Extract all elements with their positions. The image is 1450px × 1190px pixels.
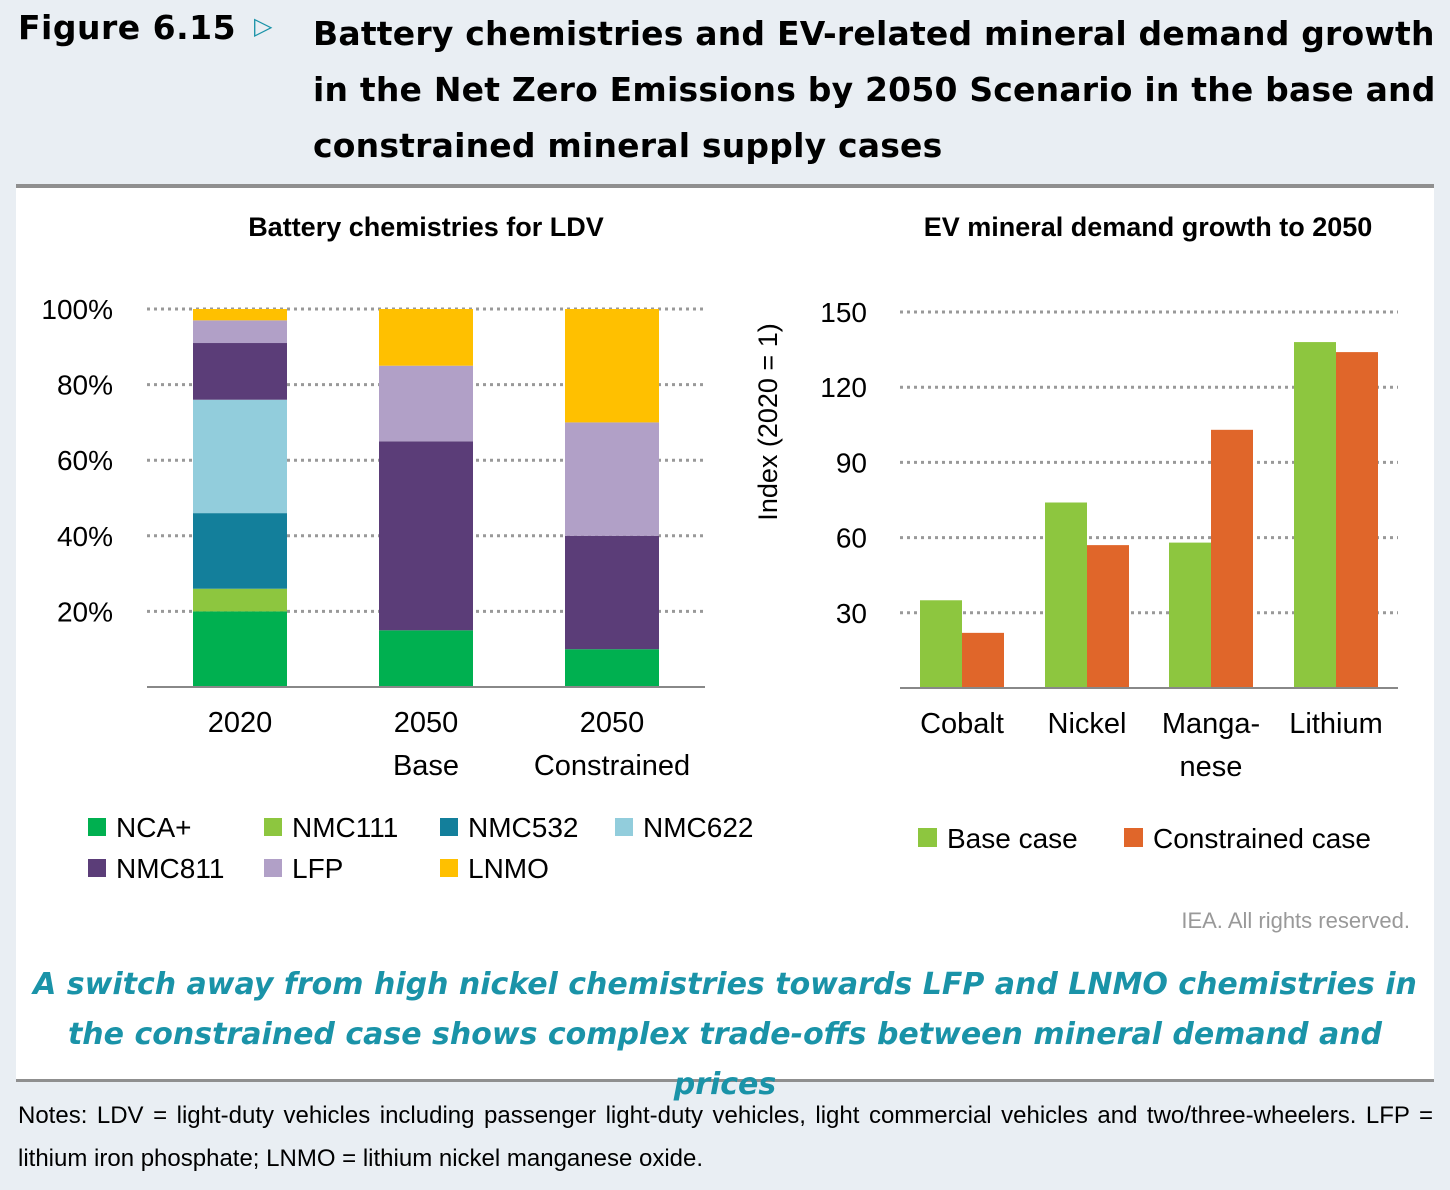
legend-label: Base case <box>947 823 1078 854</box>
legend-label: LFP <box>292 853 343 884</box>
bar-base-case <box>1169 542 1211 688</box>
legend-swatch <box>264 818 282 836</box>
bar-segment-nmc811 <box>193 343 287 400</box>
bar-segment-nmc811 <box>379 441 473 631</box>
y-tick-label: 100% <box>41 294 113 325</box>
bar-segment-lnmo <box>379 309 473 366</box>
bar-segment-nca <box>193 611 287 687</box>
chart-title: EV mineral demand growth to 2050 <box>924 212 1373 242</box>
bar-segment-nmc532 <box>193 513 287 589</box>
figure-notes: Notes: LDV = light-duty vehicles includi… <box>18 1102 1433 1172</box>
legend-swatch <box>88 818 106 836</box>
bar-segment-nmc111 <box>193 588 287 612</box>
bar-segment-lfp <box>565 422 659 536</box>
y-tick-label: 40% <box>57 521 113 552</box>
takeaway-text: A switch away from high nickel chemistri… <box>33 967 1417 1102</box>
legend-label: NMC811 <box>116 853 224 884</box>
bar-constrained-case <box>1336 352 1378 688</box>
rights-notice: IEA. All rights reserved. <box>1181 908 1410 933</box>
y-axis-label: Index (2020 = 1) <box>753 323 783 520</box>
legend-label: LNMO <box>468 853 549 884</box>
x-tick-label: Cobalt <box>920 708 1004 740</box>
bar-constrained-case <box>1087 545 1129 688</box>
figure-panel: Battery chemistries for LDV 20% 40% 60% 80% 1… <box>16 184 1434 1102</box>
bar-segment-lfp <box>193 320 287 344</box>
legend-label: NMC532 <box>468 812 578 843</box>
bar-base-case <box>1045 502 1087 688</box>
legend-swatch <box>918 828 937 847</box>
legend-label: NMC111 <box>292 812 398 843</box>
bar-segment-lnmo <box>565 309 659 423</box>
legend-swatch <box>440 859 458 877</box>
y-tick-label: 60% <box>57 445 113 476</box>
figure-label: Figure 6.15 <box>18 8 237 47</box>
x-tick-label: Manga- <box>1162 708 1260 740</box>
y-tick-label: 30 <box>836 598 867 629</box>
y-tick-label: 90 <box>836 447 867 478</box>
bar-segment-lnmo <box>193 309 287 321</box>
bar-base-case <box>920 600 962 688</box>
bar-segment-nca <box>379 630 473 687</box>
y-tick-label: 120 <box>820 372 867 403</box>
bar-constrained-case <box>1211 429 1253 688</box>
bar-constrained-case <box>962 632 1004 688</box>
legend-swatch <box>615 818 633 836</box>
x-tick-label: 2050 <box>394 707 459 739</box>
bar-segment-lfp <box>379 365 473 442</box>
charts-area: Battery chemistries for LDV 20% 40% 60% 80% 1… <box>41 212 1398 884</box>
x-tick-label: Constrained <box>534 750 690 782</box>
bar-base-case <box>1294 342 1336 688</box>
y-tick-label: 60 <box>836 523 867 554</box>
bar-segment-nca <box>565 649 659 687</box>
y-tick-label: 150 <box>820 297 867 328</box>
y-tick-label: 20% <box>57 596 113 627</box>
x-tick-label: Nickel <box>1048 708 1127 740</box>
x-tick-label: Base <box>393 750 459 782</box>
legend-label: NCA+ <box>116 812 191 843</box>
legend-label: Constrained case <box>1153 823 1371 854</box>
figure-title: Battery chemistries and EV-related miner… <box>313 14 1436 165</box>
legend-label: NMC622 <box>643 812 753 843</box>
legend-swatch <box>264 859 282 877</box>
triangle-right-icon: ▷ <box>254 12 273 40</box>
legend-swatch <box>1124 828 1143 847</box>
x-tick-label: 2050 <box>580 707 645 739</box>
bar-segment-nmc622 <box>193 399 287 514</box>
chart-title: Battery chemistries for LDV <box>248 212 604 242</box>
legend-swatch <box>88 859 106 877</box>
x-tick-label: nese <box>1180 751 1243 783</box>
y-tick-label: 80% <box>57 370 113 401</box>
bar-segment-nmc811 <box>565 535 659 650</box>
legend-swatch <box>440 818 458 836</box>
x-tick-label: Lithium <box>1289 708 1383 740</box>
x-tick-label: 2020 <box>208 707 273 739</box>
